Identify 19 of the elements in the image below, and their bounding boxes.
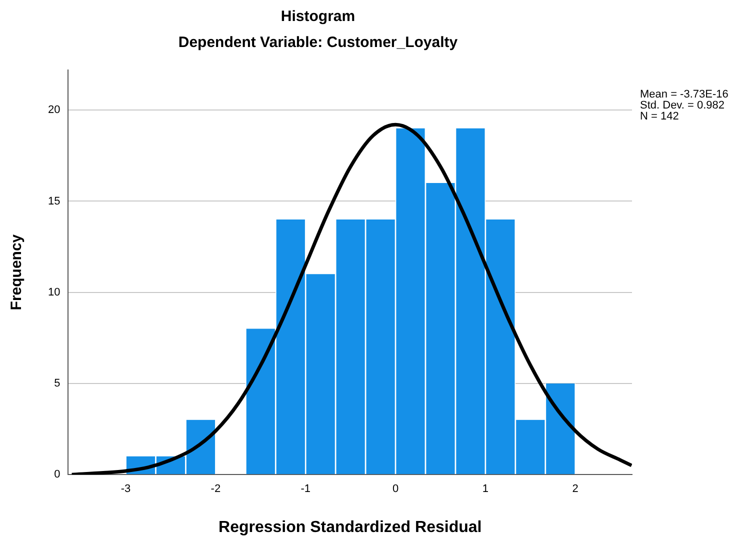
x-tick-label: -3 xyxy=(120,483,131,496)
x-axis-title: Regression Standardized Residual xyxy=(218,518,482,536)
x-tick-label: 2 xyxy=(572,483,578,496)
y-tick-label: 20 xyxy=(48,104,60,116)
x-tick-label: 0 xyxy=(392,483,399,496)
x-tick-label: -2 xyxy=(210,483,221,496)
line-series xyxy=(70,122,632,475)
y-tick-label: 0 xyxy=(54,468,60,481)
chart-subtitle: Dependent Variable: Customer_Loyalty xyxy=(178,34,458,52)
text: Mean = -3.73E-16 xyxy=(640,88,728,101)
chart-title: Histogram xyxy=(280,8,356,26)
text: N = 142 xyxy=(640,110,679,123)
y-tick-label: 5 xyxy=(54,378,60,390)
y-tick-label: 10 xyxy=(48,286,60,298)
text: Std. Dev. = 0.982 xyxy=(640,100,724,112)
y-axis-title: Frequency xyxy=(8,234,26,310)
y-tick-label: 15 xyxy=(48,195,60,208)
x-tick-label: -1 xyxy=(300,483,310,496)
x-tick-label: 1 xyxy=(482,483,488,496)
